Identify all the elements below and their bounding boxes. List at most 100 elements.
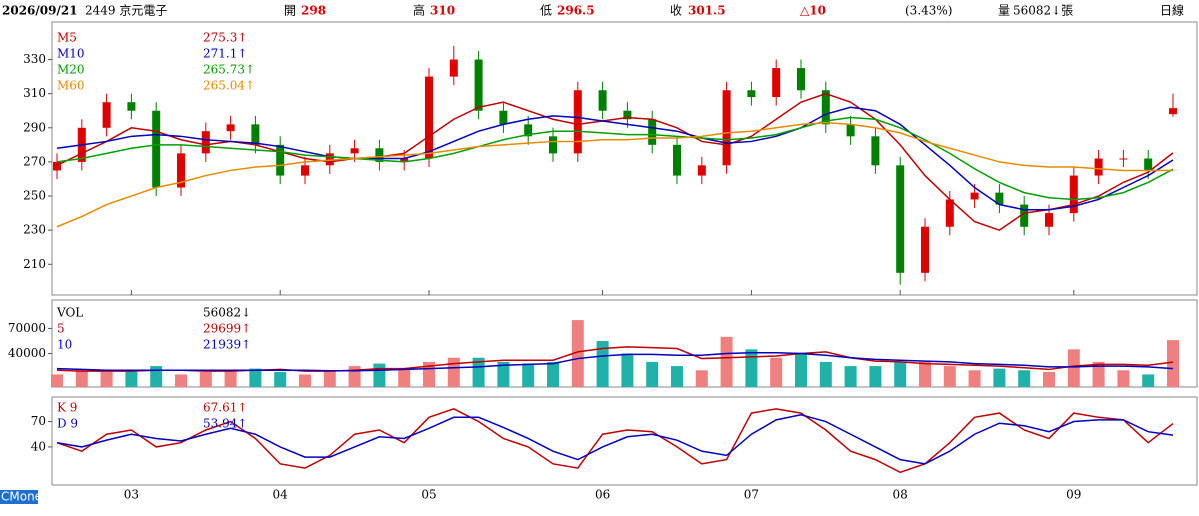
y-tick-label: 230 xyxy=(23,223,46,237)
y-tick-label: 40 xyxy=(31,439,46,453)
y-tick-label: 250 xyxy=(23,189,46,203)
candle-body xyxy=(53,161,61,171)
line xyxy=(56,106,1174,211)
candle-body xyxy=(276,144,285,176)
low-label: 低 xyxy=(540,4,552,18)
volume-bar xyxy=(1043,371,1055,387)
volume-bar xyxy=(547,361,559,387)
candle-body xyxy=(152,110,161,188)
candle-body xyxy=(1144,158,1153,171)
line xyxy=(56,92,1174,231)
legend-value: 53.94↑ xyxy=(203,417,247,431)
legend-name: 10 xyxy=(57,338,72,352)
legend-name: K 9 xyxy=(57,401,77,415)
legend-name: M20 xyxy=(57,63,85,77)
legend-value: 271.1↑ xyxy=(203,47,247,61)
candle-body xyxy=(350,148,359,154)
line xyxy=(56,408,1174,474)
candle-body xyxy=(201,131,210,154)
x-tick-label: 09 xyxy=(1066,488,1081,502)
x-tick-label: 07 xyxy=(744,488,759,502)
volume-bar xyxy=(770,357,783,387)
candle-body xyxy=(970,192,979,200)
candle-body xyxy=(871,136,880,166)
x-tick-label: 04 xyxy=(273,488,289,502)
legend-value: 56082↓ xyxy=(203,306,251,320)
volume-bar xyxy=(1117,370,1130,387)
legend-name: D 9 xyxy=(57,417,78,431)
legend-name: VOL xyxy=(56,306,83,320)
volume-bar xyxy=(646,361,659,387)
volume-bar xyxy=(150,366,163,387)
volume-bar xyxy=(869,366,882,387)
line xyxy=(56,121,1174,228)
candle-body xyxy=(177,153,185,188)
candle-body xyxy=(325,153,334,166)
volume-bar xyxy=(447,357,460,387)
candle-body xyxy=(846,124,855,137)
volume-bar xyxy=(497,361,510,387)
close: 301.5 xyxy=(688,4,726,18)
candle-body xyxy=(251,124,260,145)
candle-body xyxy=(102,102,111,128)
candle-body xyxy=(598,90,607,111)
candle-body xyxy=(945,199,954,227)
x-tick-label: 03 xyxy=(124,488,139,502)
candle-body xyxy=(1020,204,1029,227)
candle-body xyxy=(921,226,929,273)
change-pct: (3.43%) xyxy=(905,4,952,18)
price-panel xyxy=(51,21,1198,296)
candle-body xyxy=(673,144,681,176)
volume-bar xyxy=(224,370,237,387)
line xyxy=(56,413,1174,465)
volume-bar xyxy=(274,371,287,387)
volume-bar xyxy=(199,371,212,387)
volume-bar xyxy=(844,366,857,387)
candle-body xyxy=(474,59,483,111)
volume-bar xyxy=(522,363,535,387)
open: 298 xyxy=(301,4,326,18)
y-tick-label: 310 xyxy=(23,86,46,100)
volume-bar xyxy=(919,361,931,387)
x-tick-label: 08 xyxy=(893,488,908,502)
candle-body xyxy=(1094,158,1103,176)
legend-name: M60 xyxy=(57,79,85,93)
volume-bar xyxy=(398,368,411,387)
line xyxy=(56,351,1174,372)
close-label: 收 xyxy=(670,4,682,18)
volume-bar xyxy=(621,353,634,387)
candle-body xyxy=(1069,175,1078,214)
candle-body xyxy=(697,165,706,176)
volume-bar xyxy=(1142,374,1155,387)
legend-value: 265.04↑ xyxy=(203,79,255,93)
open-label: 開 xyxy=(284,4,296,18)
y-tick-label: 290 xyxy=(23,120,46,134)
volume-bar xyxy=(1067,349,1080,387)
legend-value: 275.3↑ xyxy=(203,31,247,45)
line xyxy=(56,116,1174,201)
volume-bar xyxy=(51,374,63,387)
y-tick-label: 330 xyxy=(23,52,46,66)
volume-bar xyxy=(819,361,832,387)
candle-body xyxy=(449,59,458,77)
legend-value: 265.73↑ xyxy=(203,63,255,77)
candle-body xyxy=(821,90,830,125)
legend-value: 29699↑ xyxy=(203,322,251,336)
legend-value: 21939↑ xyxy=(203,338,251,352)
volume-bar xyxy=(348,366,361,387)
volume-bar xyxy=(175,374,187,387)
brand-box xyxy=(0,490,38,504)
volume-bar xyxy=(373,363,386,387)
volume-bar xyxy=(993,368,1006,387)
candle-body xyxy=(375,148,384,162)
volume-bar xyxy=(795,353,807,387)
candle-body xyxy=(722,90,731,166)
high: 310 xyxy=(430,4,455,18)
x-tick-label: 05 xyxy=(421,488,436,502)
volume-bar xyxy=(323,370,336,387)
candle-body xyxy=(549,136,557,154)
candle-body xyxy=(623,110,632,120)
candle-body xyxy=(1045,213,1053,227)
